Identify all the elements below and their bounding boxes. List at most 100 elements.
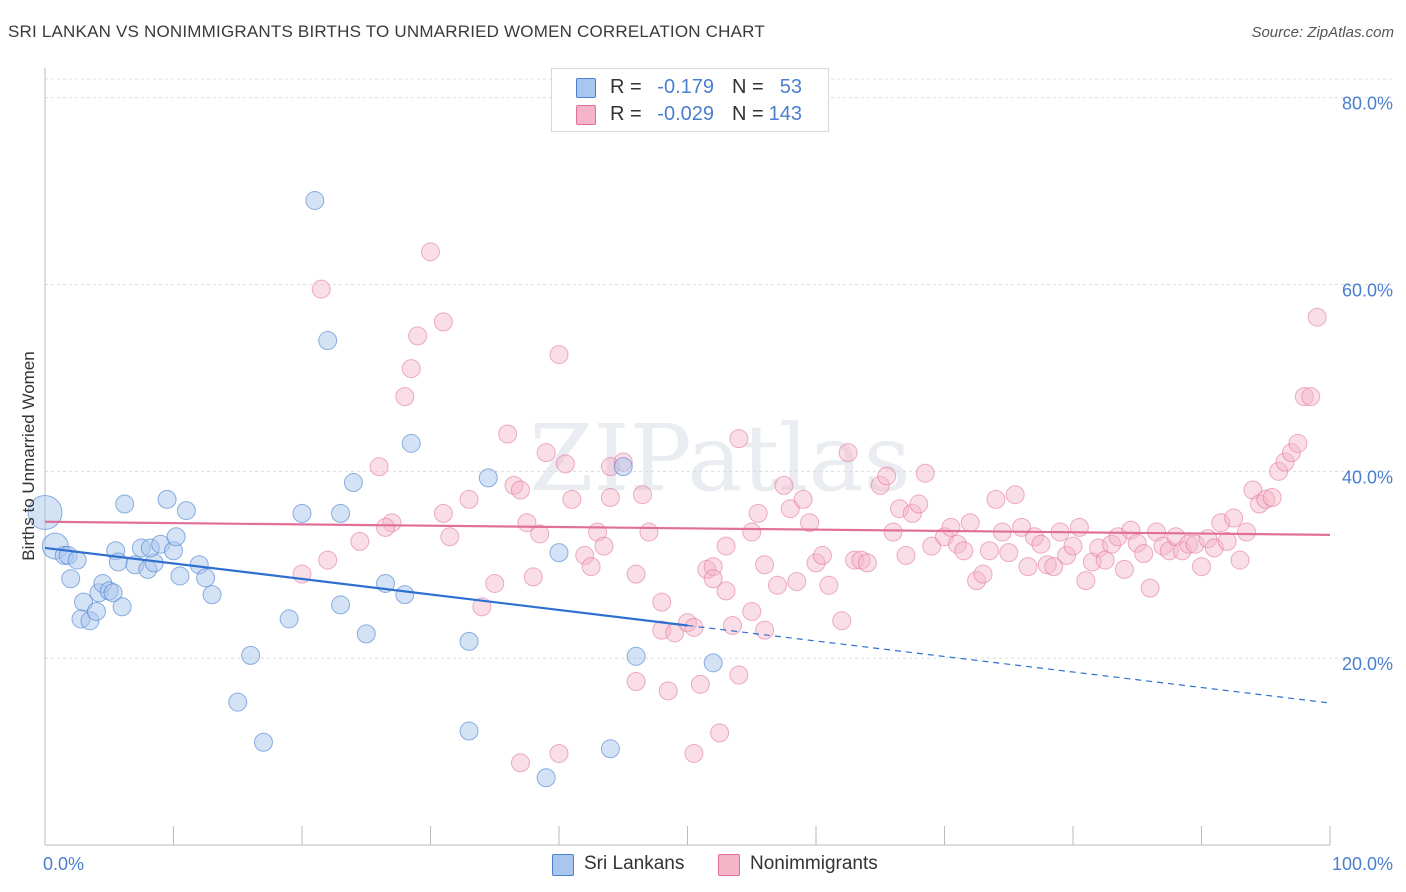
nonimmigrants-point	[1037, 555, 1057, 575]
nonimmigrants-point	[774, 475, 794, 495]
sri-lankans-point	[196, 568, 216, 588]
nonimmigrants-point	[575, 545, 595, 565]
nonimmigrants-point	[742, 522, 762, 542]
sri-lankans-point	[228, 692, 248, 712]
y-axis-label: Births to Unmarried Women	[19, 351, 38, 560]
sri-lankans-point	[459, 631, 479, 651]
nonimmigrants-point	[510, 753, 530, 773]
nonimmigrants-point	[555, 454, 575, 474]
sri-lankans-point	[703, 653, 723, 673]
nonimmigrants-point	[909, 494, 929, 514]
axes	[44, 68, 1331, 846]
nonimmigrants-point	[530, 524, 550, 544]
nonimmigrants-point	[986, 489, 1006, 509]
nonimmigrants-point	[716, 581, 736, 601]
nonimmigrants-point	[857, 553, 877, 573]
sri-lankans-point	[67, 550, 87, 570]
nonimmigrants-point	[1140, 578, 1160, 598]
nonimmigrants-point	[626, 672, 646, 692]
nonimmigrants-point	[395, 387, 415, 407]
legend-r-value: -0.029	[657, 103, 714, 125]
nonimmigrants-point	[1069, 517, 1089, 537]
nonimmigrants-point	[1114, 559, 1134, 579]
nonimmigrants-point	[1294, 387, 1314, 407]
y-tick-labels: 20.0% 40.0% 60.0% 80.0%	[1342, 94, 1393, 674]
nonimmigrants-point	[1230, 550, 1250, 570]
legend-r-label: R =	[610, 103, 642, 125]
nonimmigrants-point	[459, 489, 479, 509]
nonimmigrants-point	[562, 489, 582, 509]
nonimmigrants-point	[729, 665, 749, 685]
sri-lankans-point	[61, 569, 81, 589]
sri-lankans-point	[279, 609, 299, 629]
nonimmigrants-point	[1224, 508, 1244, 528]
source-credit: Source: ZipAtlas.com	[1251, 24, 1394, 41]
trend-lines	[44, 520, 1331, 704]
nonimmigrants-point	[890, 499, 910, 519]
sri-lankans-point	[613, 457, 633, 477]
nonimmigrants-point	[1269, 461, 1289, 481]
pink-swatch-icon	[718, 854, 740, 876]
sri-lankans-point	[112, 597, 132, 617]
nonimmigrants-point	[1044, 557, 1064, 577]
nonimmigrants-point	[652, 592, 672, 612]
sri-lankans-point	[395, 585, 415, 605]
nonimmigrants-point	[549, 345, 569, 365]
nonimmigrants-point	[787, 572, 807, 592]
nonimmigrants-point	[941, 517, 961, 537]
nonimmigrants-point	[973, 564, 993, 584]
sri-lankans-point	[253, 732, 273, 752]
nonimmigrants-point	[1262, 487, 1282, 507]
nonimmigrants-point	[896, 545, 916, 565]
sri-lankans-point	[166, 527, 186, 547]
nonimmigrants-point	[710, 723, 730, 743]
sri-lankans-point	[401, 433, 421, 453]
sri-lankans-point	[103, 583, 123, 603]
sri-lankans-point	[157, 489, 177, 509]
nonimmigrants-point	[902, 503, 922, 523]
nonimmigrants-point	[350, 531, 370, 551]
nonimmigrants-point	[793, 489, 813, 509]
nonimmigrants-point	[1134, 544, 1154, 564]
nonimmigrants-point	[318, 550, 338, 570]
legend-label: Sri Lankans	[584, 853, 685, 874]
x-tick-label: 0.0%	[43, 854, 84, 874]
nonimmigrants-point	[1243, 480, 1263, 500]
y-tick-label: 60.0%	[1342, 281, 1393, 301]
nonimmigrants-point	[800, 513, 820, 533]
nonimmigrants-point	[755, 620, 775, 640]
nonimmigrants-point	[1281, 443, 1301, 463]
nonimmigrants-points	[292, 242, 1327, 773]
sri-lankans-point	[331, 503, 351, 523]
sri-lankans-trend-line	[44, 546, 688, 627]
watermark: ZIPatlas	[529, 405, 910, 512]
sri-lankans-point	[241, 645, 261, 665]
blue-swatch-icon	[576, 78, 596, 98]
sri-lankans-point	[600, 739, 620, 759]
nonimmigrants-point	[748, 503, 768, 523]
nonimmigrants-point	[581, 557, 601, 577]
nonimmigrants-trend-line	[44, 520, 1331, 536]
nonimmigrants-point	[883, 522, 903, 542]
nonimmigrants-point	[536, 443, 556, 463]
chart-title: SRI LANKAN VS NONIMMIGRANTS BIRTHS TO UN…	[8, 22, 765, 41]
sri-lankans-point	[549, 543, 569, 563]
nonimmigrants-point	[979, 541, 999, 561]
nonimmigrants-point	[1211, 513, 1231, 533]
nonimmigrants-point	[838, 443, 858, 463]
nonimmigrants-point	[510, 480, 530, 500]
nonimmigrants-point	[870, 475, 890, 495]
nonimmigrants-point	[408, 326, 428, 346]
sri-lankans-point	[343, 473, 363, 493]
x-tick-label: 100.0%	[1332, 854, 1393, 874]
sri-lankans-point	[318, 331, 338, 351]
nonimmigrants-point	[523, 567, 543, 587]
nonimmigrants-point	[433, 312, 453, 332]
legend-n-label: N =	[732, 103, 764, 125]
nonimmigrants-point	[922, 536, 942, 556]
sri-lankans-point	[115, 494, 135, 514]
legend-n-value: 143	[768, 103, 802, 125]
nonimmigrants-point	[440, 527, 460, 547]
nonimmigrants-point	[780, 499, 800, 519]
nonimmigrants-point	[806, 553, 826, 573]
